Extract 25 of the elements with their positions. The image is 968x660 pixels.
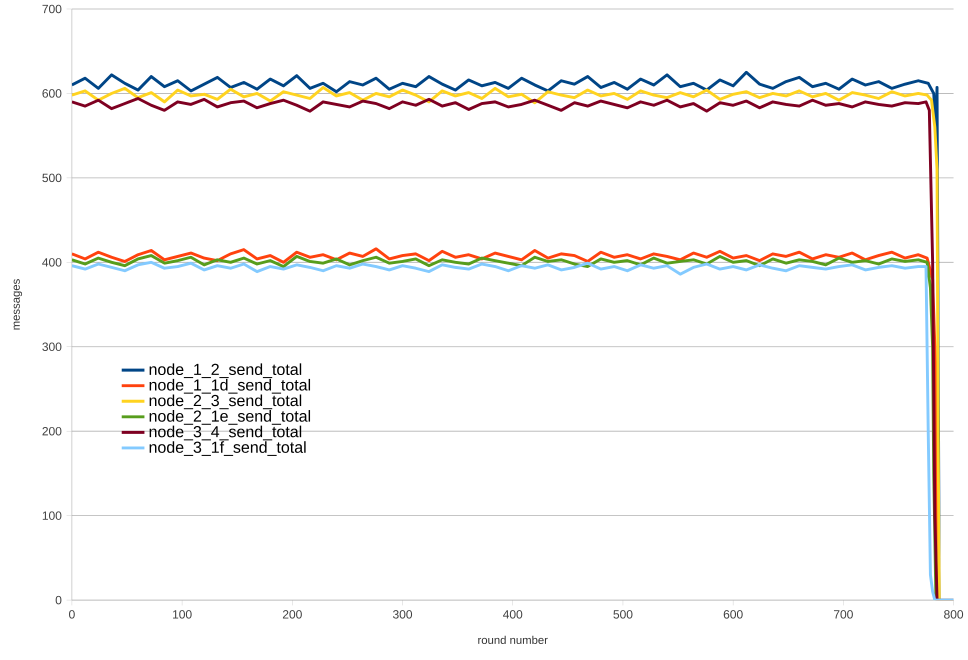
legend-label: node_3_1f_send_total	[150, 441, 306, 456]
y-tick-label: 600	[42, 89, 62, 98]
x-axis-title: round number	[478, 636, 548, 644]
y-tick-label: 500	[42, 174, 62, 182]
y-tick-label: 700	[42, 4, 62, 14]
legend-label: node_2_3_send_total	[150, 394, 302, 410]
x-tick-label: 400	[503, 610, 522, 619]
x-tick-label: 200	[282, 610, 302, 619]
x-tick-label: 500	[613, 610, 632, 619]
x-tick-label: 600	[724, 610, 743, 619]
legend-label: node_1_1d_send_total	[150, 378, 310, 394]
x-tick-label: 0	[69, 610, 75, 619]
x-tick-label: 700	[834, 610, 853, 619]
y-tick-label: 300	[42, 342, 62, 352]
y-axis-title: messages	[14, 279, 22, 330]
legend-label: node_2_1e_send_total	[150, 410, 310, 425]
x-tick-label: 100	[173, 610, 192, 619]
y-tick-label: 200	[42, 426, 62, 436]
y-tick-label: 400	[42, 258, 62, 267]
y-tick-label: 100	[42, 511, 62, 520]
y-tick-label: 0	[56, 596, 62, 604]
legend-label: node_1_2_send_total	[150, 363, 302, 378]
x-tick-label: 300	[392, 610, 412, 619]
x-tick-label: 800	[944, 610, 964, 619]
legend-label: node_3_4_send_total	[150, 426, 302, 440]
